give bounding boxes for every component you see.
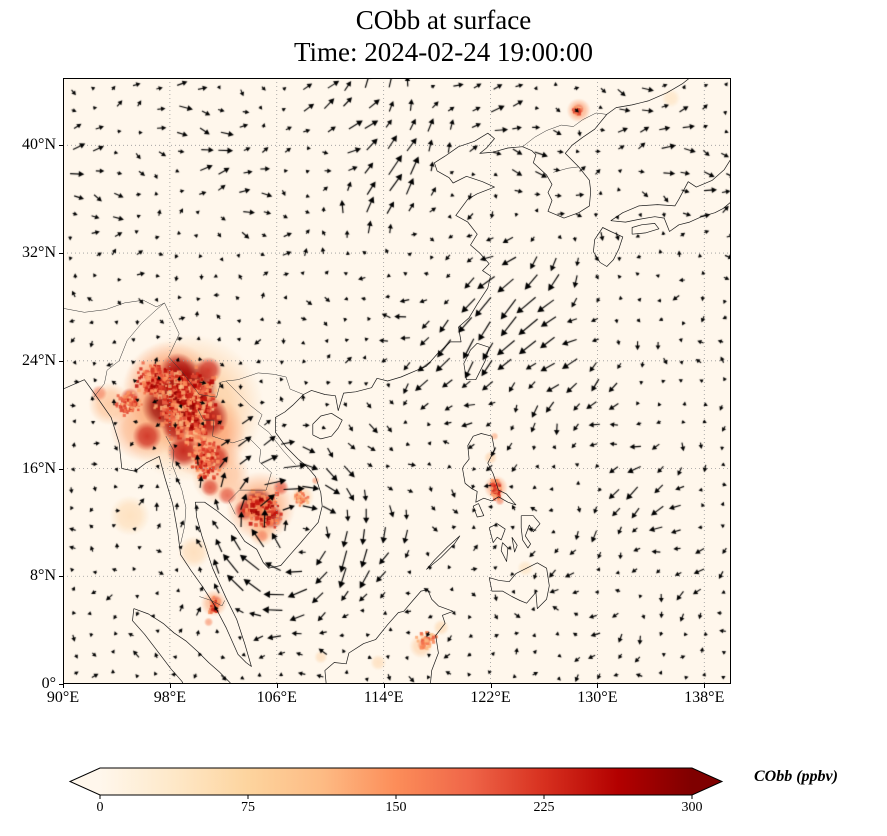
colorbar — [60, 766, 740, 802]
x-tick-mark — [383, 684, 385, 688]
x-tick-mark — [597, 684, 599, 688]
x-tick-label: 98°E — [153, 689, 186, 706]
colorbar-gradient — [68, 767, 724, 799]
y-tick-mark — [59, 145, 63, 147]
colorbar-tick-label: 150 — [385, 800, 407, 815]
colorbar-label: CObb (ppbv) — [754, 768, 838, 785]
x-tick-mark — [490, 684, 492, 688]
y-tick-mark — [59, 468, 63, 470]
chart-title: CObb at surface — [355, 5, 532, 35]
y-tick-label: 32°N — [22, 244, 56, 262]
colorbar-tick-label: 75 — [241, 800, 255, 815]
y-tick-mark — [59, 684, 63, 685]
colorbar-arrow-shape — [68, 767, 724, 796]
x-tick-label: 138°E — [684, 689, 725, 706]
map-plot-area — [63, 78, 731, 684]
x-tick-label: 122°E — [470, 689, 511, 706]
y-tick-mark — [59, 253, 63, 255]
colorbar-tick-label: 225 — [533, 800, 555, 815]
x-tick-label: 106°E — [256, 689, 297, 706]
x-tick-label: 130°E — [577, 689, 618, 706]
y-tick-label: 0° — [41, 675, 56, 692]
x-tick-label: 114°E — [363, 689, 404, 706]
y-tick-label: 16°N — [22, 459, 56, 477]
x-tick-mark — [704, 684, 706, 688]
chart-subtitle-time: Time: 2024-02-24 19:00:00 — [293, 37, 594, 67]
y-tick-mark — [59, 576, 63, 578]
y-tick-label: 24°N — [22, 351, 56, 369]
colorbar-tick-label: 0 — [96, 800, 104, 815]
wind-quiver-canvas — [63, 78, 731, 684]
y-tick-label: 8°N — [30, 567, 56, 585]
x-tick-mark — [276, 684, 278, 688]
y-tick-mark — [59, 360, 63, 362]
x-tick-label: 90°E — [46, 689, 80, 706]
x-tick-mark — [169, 684, 171, 688]
colorbar-tick-label: 300 — [681, 800, 703, 815]
x-tick-mark — [63, 684, 64, 688]
y-tick-label: 40°N — [22, 136, 56, 154]
